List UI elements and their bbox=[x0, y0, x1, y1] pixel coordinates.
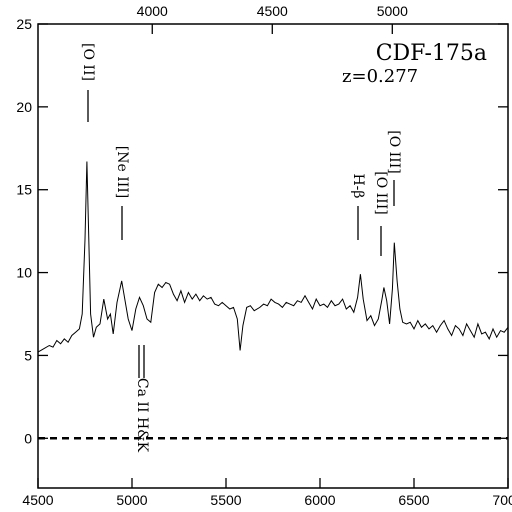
plot-frame bbox=[37, 23, 509, 489]
x-tick-label: 5000 bbox=[116, 492, 147, 508]
line-label: Ca II H&K bbox=[134, 378, 150, 453]
top-tick-label: 4000 bbox=[137, 3, 168, 19]
x-tick-label: 7000 bbox=[492, 492, 512, 508]
y-tick-label: 25 bbox=[16, 16, 32, 32]
line-label: [Ne III] bbox=[114, 146, 130, 199]
top-tick-label: 4500 bbox=[257, 3, 288, 19]
top-tick-label: 5000 bbox=[377, 3, 408, 19]
chart-subtitle: z=0.277 bbox=[342, 66, 418, 87]
spectrum bbox=[37, 161, 509, 353]
line-label: [O III] bbox=[373, 171, 389, 214]
y-tick-label: 5 bbox=[24, 347, 32, 363]
chart-title: CDF-175a bbox=[376, 41, 487, 66]
y-tick-label: 15 bbox=[16, 182, 32, 198]
x-tick-label: 6000 bbox=[304, 492, 335, 508]
x-tick-label: 5500 bbox=[210, 492, 241, 508]
x-tick-label: 6500 bbox=[398, 492, 429, 508]
line-label: [O II] bbox=[80, 43, 96, 81]
y-tick-label: 20 bbox=[16, 99, 32, 115]
line-label: [O III] bbox=[386, 130, 402, 173]
line-label: H-β bbox=[350, 173, 366, 198]
x-tick-label: 4500 bbox=[22, 492, 53, 508]
y-tick-label: 10 bbox=[16, 265, 32, 281]
y-tick-label: 0 bbox=[24, 430, 32, 446]
